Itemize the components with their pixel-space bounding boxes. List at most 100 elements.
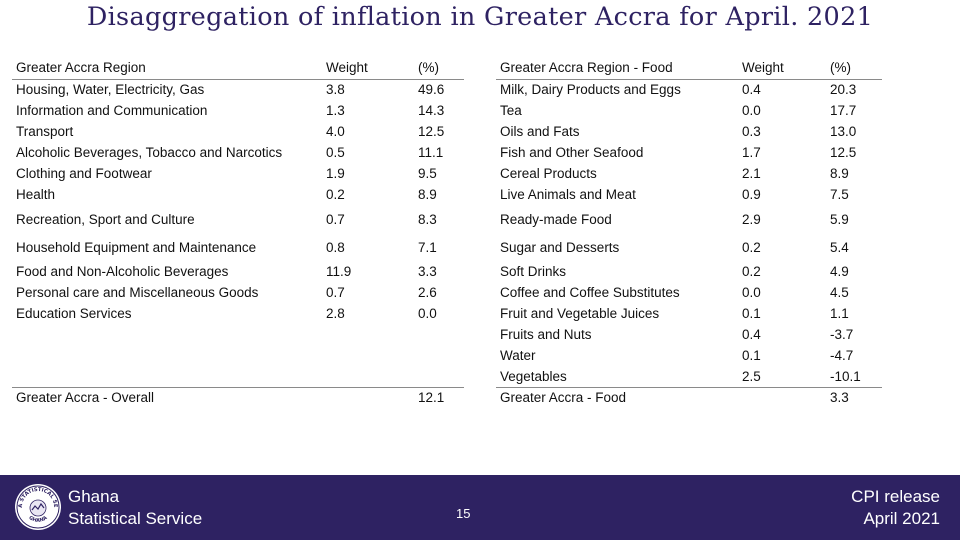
weight-cell: 0.3 <box>742 124 761 139</box>
food-inflation-table: Greater Accra Region - Food Weight (%) M… <box>496 57 882 408</box>
weight-cell <box>322 386 414 408</box>
inflation-cell: 11.1 <box>418 145 444 160</box>
weight-cell: 4.0 <box>326 124 345 139</box>
table-row: Education Services 2.8 0.0 <box>12 303 464 324</box>
table-spacer <box>12 324 464 387</box>
table-row: Soft Drinks 0.2 4.9 <box>496 261 882 282</box>
category-cell: Greater Accra - Overall <box>12 386 322 408</box>
column-header: (%) <box>414 57 464 80</box>
inflation-cell: 1.1 <box>830 306 849 321</box>
inflation-cell: -3.7 <box>830 327 854 342</box>
weight-cell: 0.2 <box>742 264 761 279</box>
table-row: Household Equipment and Maintenance 0.8 7.… <box>12 233 464 261</box>
category-cell: Fruit and Vegetable Juices <box>500 306 660 321</box>
category-cell: Housing, Water, Electricity, Gas <box>16 82 205 98</box>
inflation-cell: 7.1 <box>418 239 437 255</box>
inflation-cell: 20.3 <box>830 82 857 98</box>
category-cell: Alcoholic Beverages, Tobacco and Narcoti… <box>16 145 283 160</box>
weight-cell: 0.1 <box>742 306 761 321</box>
inflation-cell: 13.0 <box>830 124 857 139</box>
table-row: Vegetables 2.5 -10.1 <box>496 366 882 387</box>
column-header: Greater Accra Region <box>12 57 322 80</box>
category-cell: Greater Accra - Food <box>496 386 738 408</box>
overall-row: Greater Accra - Overall 12.1 <box>12 386 464 408</box>
table-row: Recreation, Sport and Culture 0.7 8.3 <box>12 205 464 233</box>
table-row: Live Animals and Meat 0.9 7.5 <box>496 184 882 205</box>
category-cell: Coffee and Coffee Substitutes <box>500 285 680 300</box>
page-title: Disaggregation of inflation in Greater A… <box>86 2 874 32</box>
table-row: Milk, Dairy Products and Eggs 0.4 20.3 <box>496 79 882 100</box>
category-cell: Cereal Products <box>500 166 597 181</box>
inflation-cell: 49.6 <box>418 82 445 98</box>
inflation-cell: -4.7 <box>830 348 854 363</box>
category-cell: Recreation, Sport and Culture <box>16 211 195 227</box>
category-cell: Sugar and Desserts <box>500 239 620 255</box>
weight-cell <box>738 386 826 408</box>
ghana-statistical-service-logo: GHANA STATISTICAL SERVICE GHANA <box>14 483 61 530</box>
category-cell: Fish and Other Seafood <box>500 145 644 160</box>
inflation-cell: 8.9 <box>830 166 849 181</box>
category-cell: Clothing and Footwear <box>16 166 152 181</box>
table-row: Sugar and Desserts 0.2 5.4 <box>496 233 882 261</box>
category-cell: Oils and Fats <box>500 124 580 139</box>
weight-cell: 11.9 <box>326 264 352 279</box>
weight-cell: 0.5 <box>326 145 345 160</box>
inflation-cell: 12.5 <box>830 145 857 160</box>
table-row: Fruits and Nuts 0.4 -3.7 <box>496 324 882 345</box>
table-row: Fruit and Vegetable Juices 0.1 1.1 <box>496 303 882 324</box>
table-row: Coffee and Coffee Substitutes 0.0 4.5 <box>496 282 882 303</box>
category-cell: Personal care and Miscellaneous Goods <box>16 285 259 300</box>
svg-text:GHANA: GHANA <box>28 515 49 524</box>
table-row: Tea 0.0 17.7 <box>496 100 882 121</box>
table-row: Oils and Fats 0.3 13.0 <box>496 121 882 142</box>
weight-cell: 0.4 <box>742 327 761 342</box>
region-inflation-table: Greater Accra Region Weight (%) Housing,… <box>12 57 464 408</box>
table-row: Alcoholic Beverages, Tobacco and Narcoti… <box>12 142 464 163</box>
inflation-cell: 12.5 <box>418 124 445 139</box>
column-header: Weight <box>322 57 414 80</box>
table-row: Cereal Products 2.1 8.9 <box>496 163 882 184</box>
weight-cell: 0.9 <box>742 187 761 202</box>
category-cell: Health <box>16 187 56 202</box>
inflation-cell: 3.3 <box>418 264 437 279</box>
category-cell: Education Services <box>16 306 132 321</box>
weight-cell: 0.1 <box>742 348 761 363</box>
inflation-cell: 12.1 <box>414 386 464 408</box>
category-cell: Transport <box>16 124 74 139</box>
category-cell: Food and Non-Alcoholic Beverages <box>16 264 229 279</box>
release-label: CPI release April 2021 <box>851 487 940 528</box>
overall-row: Greater Accra - Food 3.3 <box>496 386 882 408</box>
table-row: Fish and Other Seafood 1.7 12.5 <box>496 142 882 163</box>
weight-cell: 2.9 <box>742 211 761 227</box>
weight-cell: 0.7 <box>326 285 345 300</box>
inflation-cell: 9.5 <box>418 166 437 181</box>
table-row: Personal care and Miscellaneous Goods 0.7… <box>12 282 464 303</box>
table-header-row: Greater Accra Region - Food Weight (%) <box>496 57 882 80</box>
column-header: Greater Accra Region - Food <box>496 57 738 80</box>
table-row: Clothing and Footwear 1.9 9.5 <box>12 163 464 184</box>
category-cell: Information and Communication <box>16 103 208 118</box>
category-cell: Vegetables <box>500 368 567 384</box>
weight-cell: 2.1 <box>742 166 761 181</box>
weight-cell: 2.5 <box>742 368 761 384</box>
table-row: Transport 4.0 12.5 <box>12 121 464 142</box>
inflation-cell: 5.9 <box>830 211 849 227</box>
inflation-cell: 14.3 <box>418 103 445 118</box>
weight-cell: 3.8 <box>326 82 345 98</box>
weight-cell: 0.4 <box>742 82 761 98</box>
weight-cell: 0.0 <box>742 285 761 300</box>
inflation-cell: 4.9 <box>830 264 849 279</box>
category-cell: Tea <box>500 103 522 118</box>
category-cell: Live Animals and Meat <box>500 187 636 202</box>
weight-cell: 0.2 <box>326 187 345 202</box>
weight-cell: 1.7 <box>742 145 761 160</box>
category-cell: Ready-made Food <box>500 211 612 227</box>
category-cell: Fruits and Nuts <box>500 327 592 342</box>
inflation-cell: 0.0 <box>418 306 437 321</box>
table-row: Health 0.2 8.9 <box>12 184 464 205</box>
weight-cell: 1.9 <box>326 166 345 181</box>
inflation-cell: 3.3 <box>826 386 882 408</box>
inflation-cell: 7.5 <box>830 187 849 202</box>
category-cell: Soft Drinks <box>500 264 567 279</box>
weight-cell: 0.8 <box>326 239 345 255</box>
